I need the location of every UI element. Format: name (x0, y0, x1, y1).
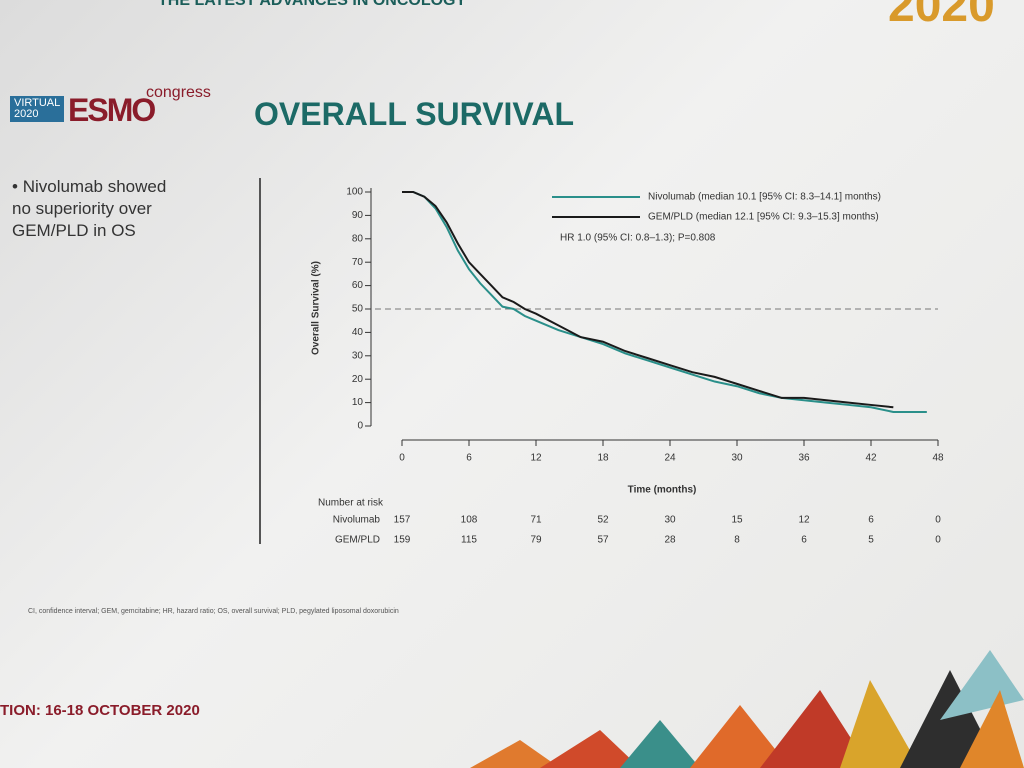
y-tick-label: 70 (352, 257, 364, 268)
risk-value: 0 (935, 515, 941, 526)
risk-value: 30 (664, 515, 676, 526)
risk-value: 12 (798, 515, 810, 526)
bullet: • Nivolumab showed no superiority over G… (12, 177, 167, 240)
risk-value: 157 (394, 515, 411, 526)
risk-value: 71 (530, 515, 542, 526)
y-tick-label: 10 (352, 397, 364, 408)
x-tick-label: 36 (798, 453, 810, 464)
risk-value: 6 (868, 515, 874, 526)
y-tick-label: 100 (346, 187, 363, 198)
slide-title: OVERALL SURVIVAL (254, 96, 575, 132)
y-tick-label: 80 (352, 233, 364, 244)
legend-label: GEM/PLD (median 12.1 [95% CI: 9.3–15.3] … (648, 212, 879, 223)
risk-value: 115 (461, 535, 477, 546)
annotation: HR 1.0 (95% CI: 0.8–1.3); P=0.808 (560, 233, 716, 244)
survival-curve (402, 191, 927, 413)
risk-value: 5 (868, 535, 874, 546)
risk-value: 8 (734, 535, 740, 546)
badge-year: 2020 (14, 108, 39, 120)
risk-row-label: GEM/PLD (335, 535, 380, 546)
x-tick-label: 24 (664, 453, 676, 464)
risk-value: 79 (530, 535, 542, 546)
x-tick-label: 42 (865, 453, 877, 464)
y-tick-label: 20 (352, 374, 364, 385)
x-tick-label: 30 (731, 453, 743, 464)
risk-value: 108 (461, 515, 478, 526)
y-tick-label: 90 (352, 210, 364, 221)
footnote: CI, confidence interval; GEM, gemcitabin… (28, 608, 399, 615)
survival-curve (402, 191, 894, 409)
divider (259, 178, 261, 544)
y-tick-label: 0 (357, 421, 363, 432)
brand: ESMO (68, 92, 156, 128)
y-tick-label: 40 (352, 327, 364, 338)
risk-value: 159 (394, 535, 411, 546)
badge-top: VIRTUAL (14, 97, 61, 109)
risk-value: 15 (731, 515, 743, 526)
x-tick-label: 0 (399, 453, 405, 464)
risk-table-title: Number at risk (318, 498, 384, 509)
y-axis-title: Overall Survival (%) (311, 261, 322, 355)
legend-label: Nivolumab (median 10.1 [95% CI: 8.3–14.1… (648, 192, 881, 203)
brand-suffix: congress (146, 84, 211, 101)
x-tick-label: 12 (530, 453, 542, 464)
footer: TION: 16-18 OCTOBER 2020 (0, 702, 200, 719)
risk-value: 0 (935, 535, 941, 546)
year-logo: 2020 (888, 0, 995, 32)
bullet-text: Nivolumab showed no superiority over GEM… (12, 177, 167, 240)
badge: VIRTUAL 2020 (10, 96, 65, 122)
risk-value: 52 (597, 515, 609, 526)
x-tick-label: 48 (932, 453, 944, 464)
risk-value: 57 (597, 535, 609, 546)
y-tick-label: 60 (352, 280, 364, 291)
risk-row-label: Nivolumab (333, 515, 381, 526)
x-tick-label: 6 (466, 453, 472, 464)
x-tick-label: 18 (597, 453, 609, 464)
banner: THE LATEST ADVANCES IN ONCOLOGY (158, 0, 467, 9)
y-tick-label: 50 (352, 304, 364, 315)
y-tick-label: 30 (352, 350, 364, 361)
decoration (470, 650, 1024, 768)
risk-value: 6 (801, 535, 807, 546)
x-axis-title: Time (months) (628, 485, 697, 496)
risk-value: 28 (664, 535, 676, 546)
